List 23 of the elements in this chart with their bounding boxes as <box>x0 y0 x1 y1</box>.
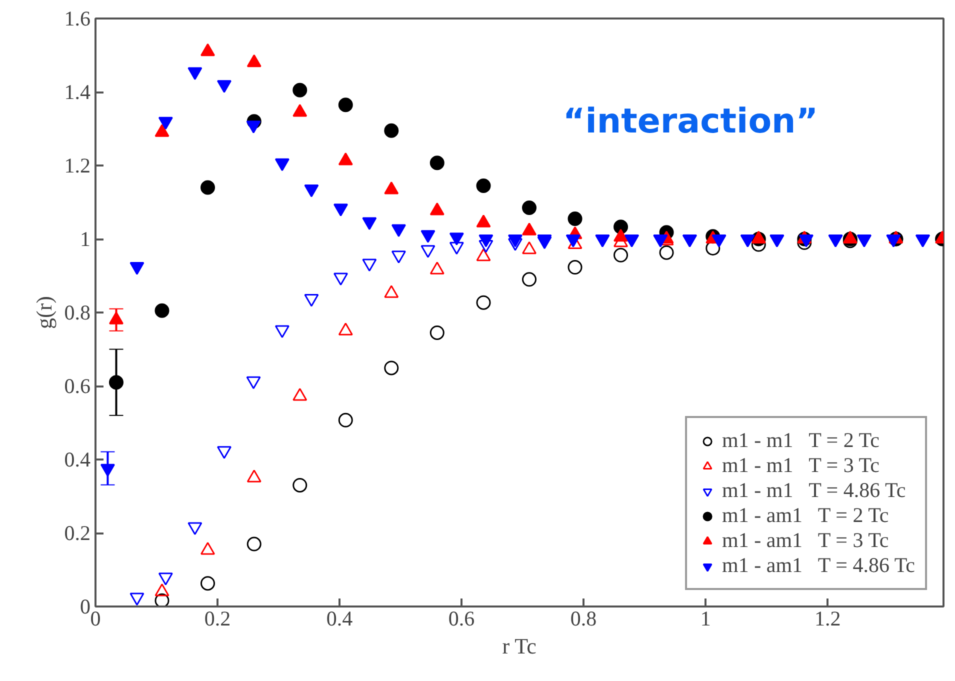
x-tick-label: 1.2 <box>814 606 841 630</box>
legend-label: m1 - am1 T = 2 Tc <box>722 503 889 528</box>
legend-label: m1 - am1 T = 3 Tc <box>722 528 889 553</box>
y-tick-label: 1.6 <box>64 6 90 30</box>
y-tick-label: 1.2 <box>64 154 90 178</box>
x-tick-label: 0.8 <box>570 606 597 630</box>
y-tick-label: 1.4 <box>64 80 91 104</box>
y-tick-label: 0.4 <box>64 448 91 472</box>
legend-label: m1 - m1 T = 2 Tc <box>722 428 880 453</box>
legend-label: m1 - m1 T = 3 Tc <box>722 453 880 478</box>
x-tick-label: 1 <box>700 606 711 630</box>
y-tick-label: 0.6 <box>64 374 90 398</box>
x-tick-label: 0.4 <box>326 606 354 630</box>
y-tick-label: 0.8 <box>64 300 90 324</box>
legend-label: m1 - am1 T = 4.86 Tc <box>722 553 915 578</box>
y-tick-label: 0.2 <box>64 521 90 545</box>
y-tick-label: 1 <box>80 227 90 251</box>
x-axis-title: r Tc <box>502 634 537 658</box>
legend-label: m1 - m1 T = 4.86 Tc <box>722 478 906 503</box>
y-axis-title: g(r) <box>31 296 56 329</box>
x-tick-label: 0.2 <box>204 606 231 630</box>
annotation: “interaction” <box>562 102 818 142</box>
x-tick-label: 0.6 <box>448 606 475 630</box>
